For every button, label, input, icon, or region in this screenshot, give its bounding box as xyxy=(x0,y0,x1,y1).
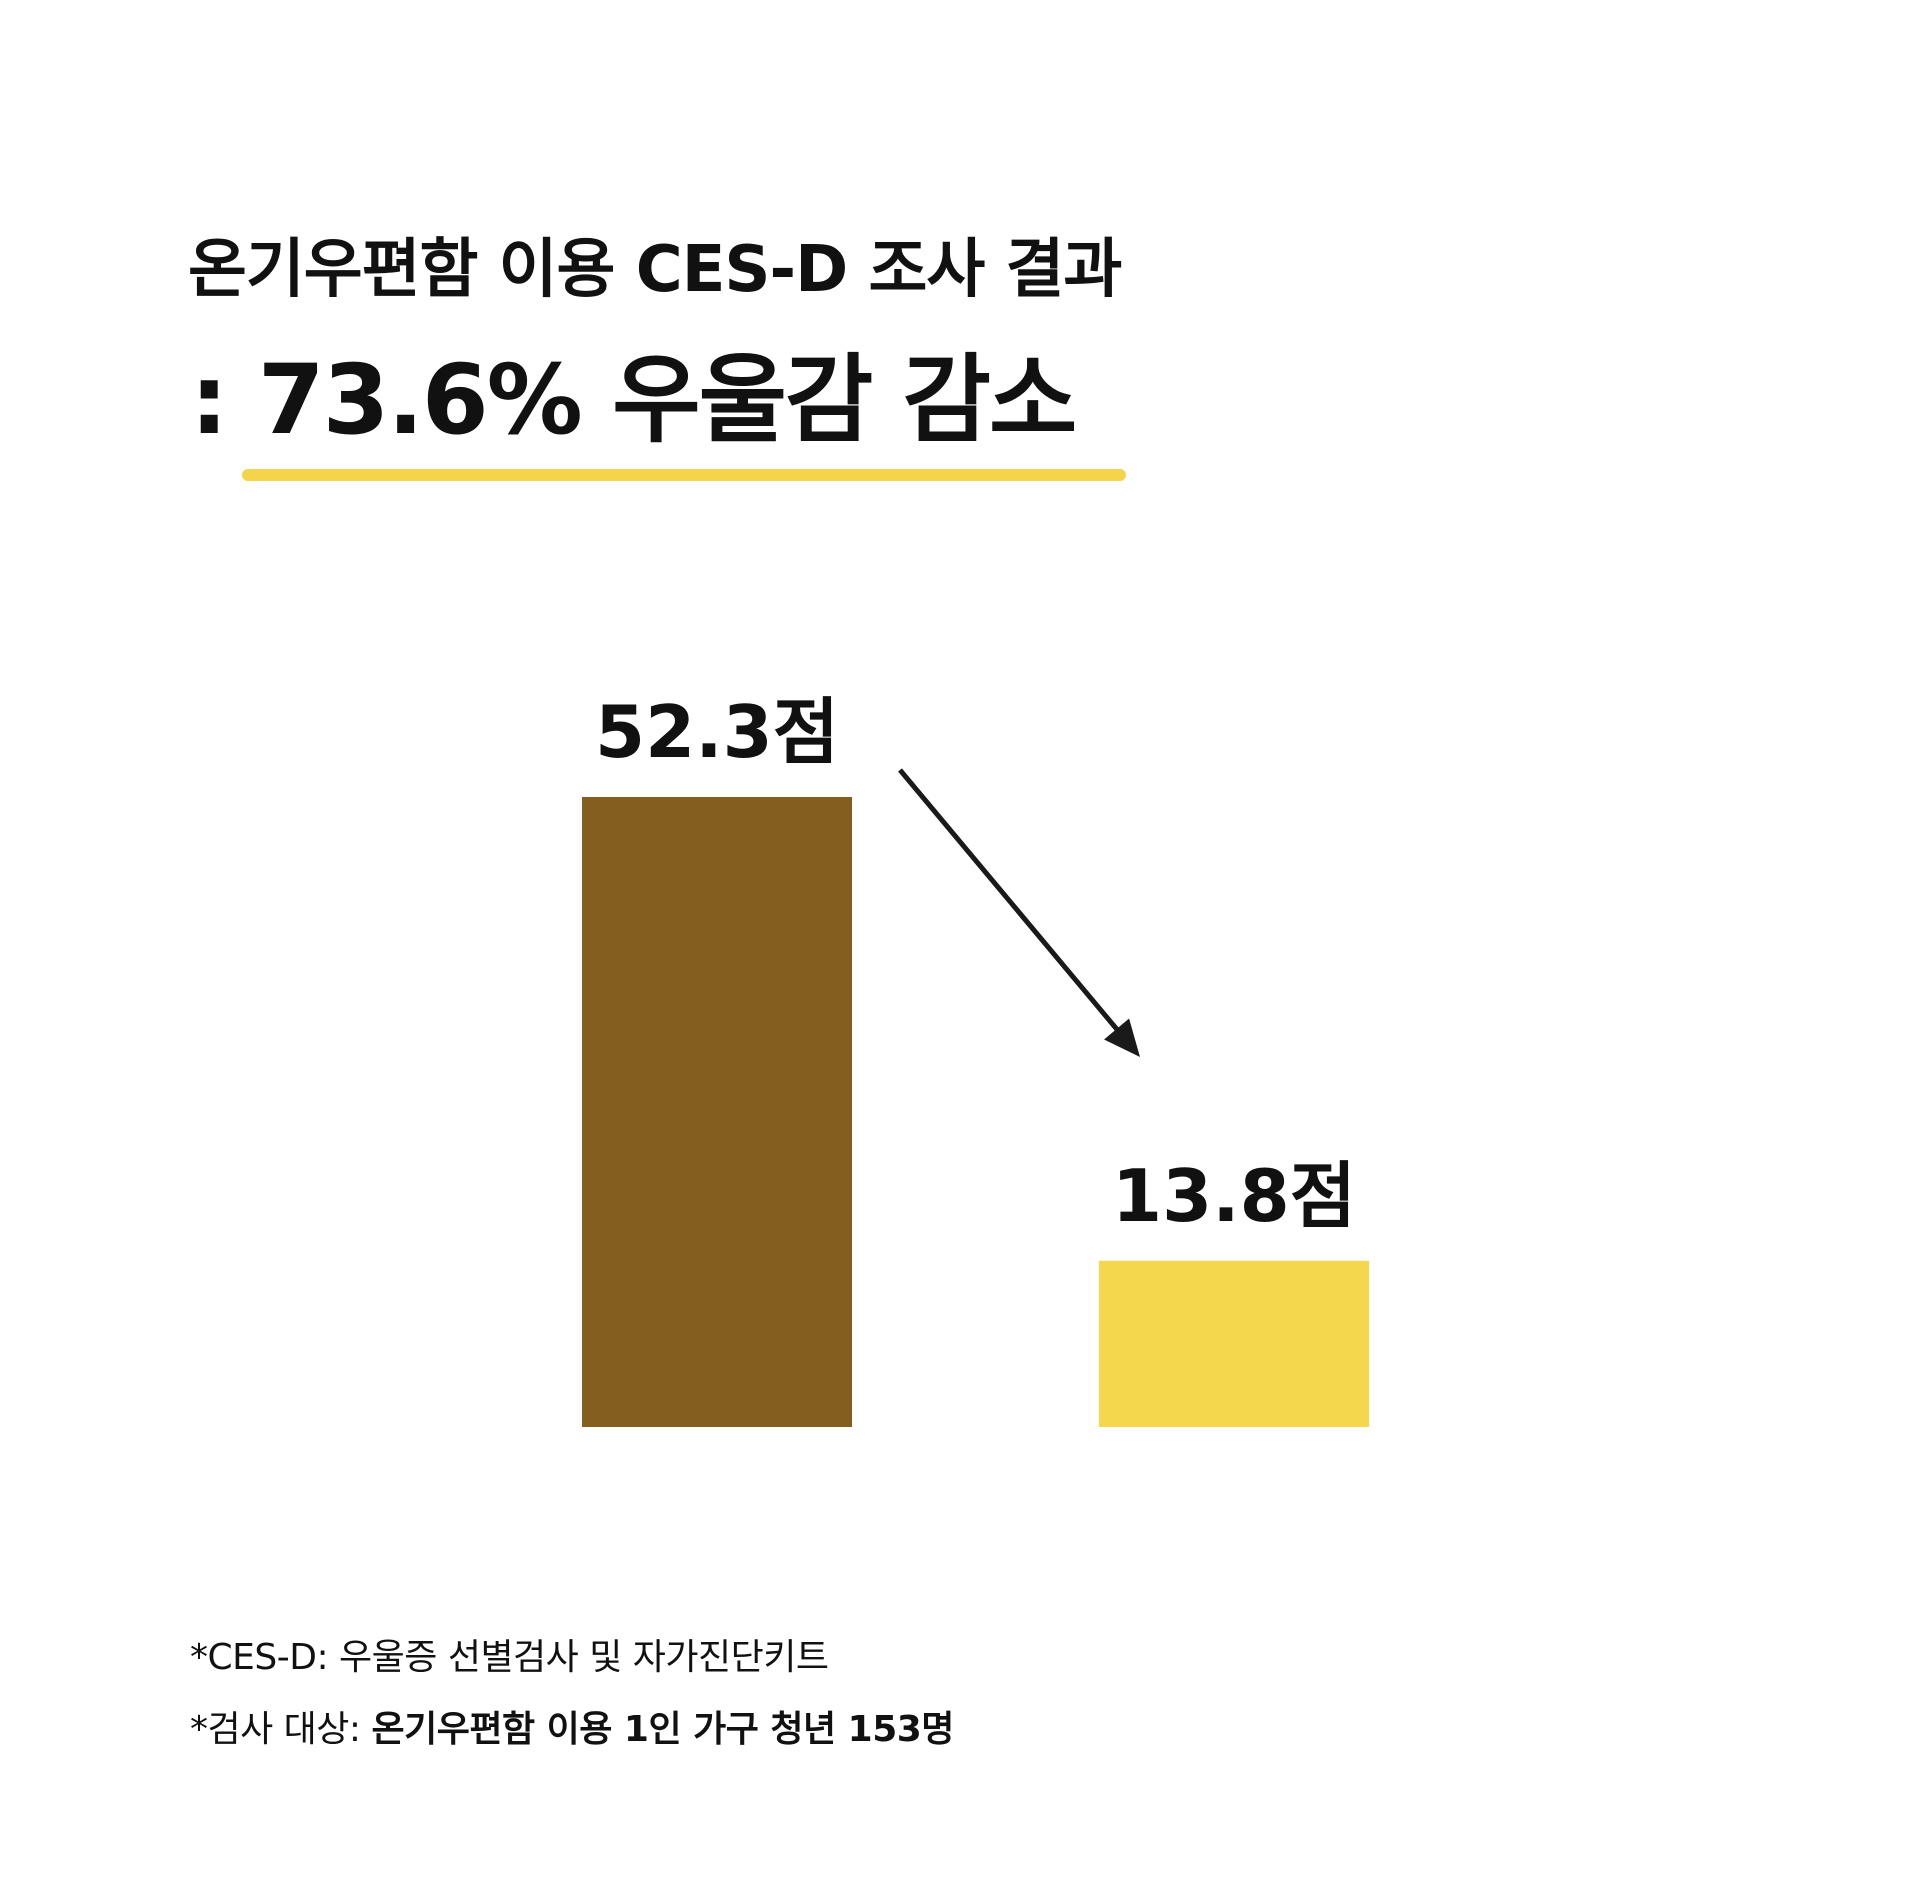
bar-1 xyxy=(582,797,852,1427)
footnote-sample-label: *검사 대상: xyxy=(190,1709,372,1750)
bar-value-label-1: 52.3점 xyxy=(595,690,839,774)
decrease-arrow-line xyxy=(898,768,1132,1047)
page-title: 온기우편함 이용 CES-D 조사 결과 xyxy=(188,233,1122,307)
footnote-sample-value: 온기우편함 이용 1인 가구 청년 153명 xyxy=(371,1709,955,1750)
footnote-ces-d: *CES-D: 우울증 선별검사 및 자가진단키트 xyxy=(190,1637,829,1678)
bar-value-label-2: 13.8점 xyxy=(1112,1154,1356,1238)
footnote-sample: *검사 대상: 온기우편함 이용 1인 가구 청년 153명 xyxy=(190,1700,954,1752)
page-subtitle: : 73.6% 우울감 감소 xyxy=(190,344,1077,456)
arrow-head-icon xyxy=(1104,1018,1140,1057)
subtitle-underline xyxy=(242,469,1126,481)
bar-2 xyxy=(1099,1260,1369,1427)
